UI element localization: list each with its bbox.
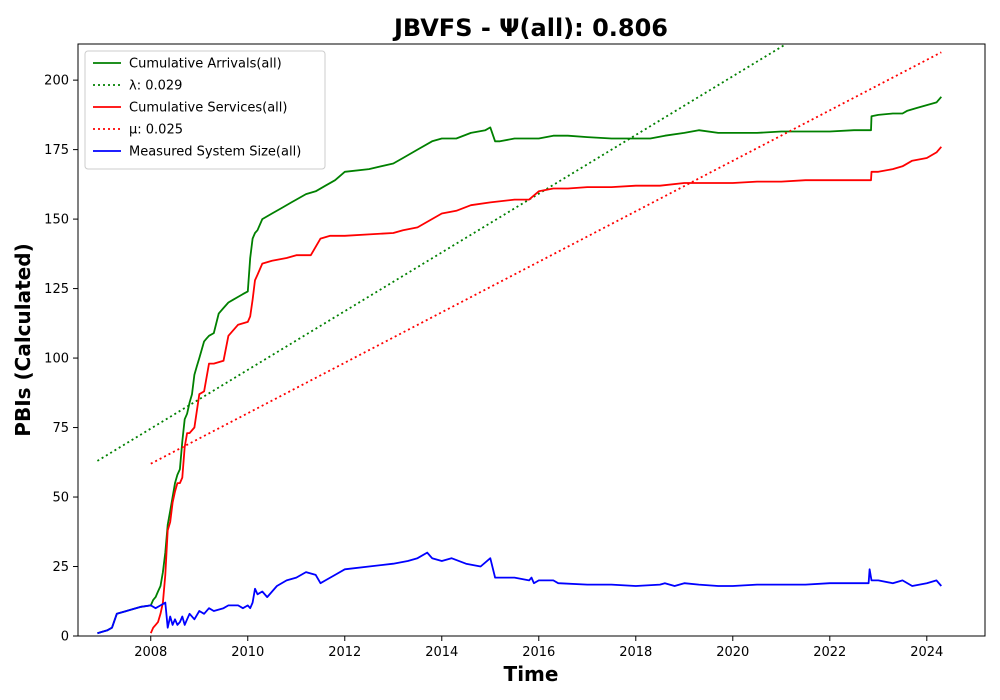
x-tick-label: 2020	[716, 645, 749, 660]
axis-ticks: 2008 2010 2012 2014 2016 2018 2020 2022 2024 0 25 5…	[44, 74, 943, 660]
legend-box	[84, 50, 326, 170]
legend: Cumulative Arrivals(all) λ: 0.029 Cumulati…	[84, 50, 326, 170]
series-line-1	[96, 44, 787, 462]
legend-entry: Cumulative Arrivals(all)	[129, 57, 282, 72]
x-tick-label: 2014	[425, 645, 458, 660]
plot-frame	[77, 43, 986, 637]
series-line-4	[97, 551, 942, 635]
legend-entry: λ: 0.029	[129, 79, 182, 94]
y-tick-label: 50	[52, 491, 69, 506]
series-line-2	[149, 146, 942, 634]
legend-entry: Measured System Size(all)	[129, 145, 301, 160]
legend-entry: μ: 0.025	[129, 123, 183, 138]
x-tick-label: 2024	[910, 645, 943, 660]
y-tick-label: 175	[44, 143, 69, 158]
x-tick-label: 2022	[813, 645, 846, 660]
legend-entry: Cumulative Services(all)	[129, 101, 287, 116]
x-tick-label: 2018	[619, 645, 652, 660]
x-axis-label: Time	[504, 662, 559, 686]
y-tick-label: 0	[61, 630, 69, 645]
series-line-3	[150, 51, 942, 465]
x-tick-label: 2016	[522, 645, 555, 660]
y-tick-label: 150	[44, 213, 69, 228]
chart-title: JBVFS - Ψ(all): 0.806	[392, 14, 668, 42]
y-tick-label: 200	[44, 74, 69, 89]
y-tick-label: 125	[44, 282, 69, 297]
y-axis-label: PBIs (Calculated)	[11, 243, 35, 436]
y-tick-label: 100	[44, 352, 69, 367]
y-tick-label: 75	[52, 421, 69, 436]
x-tick-label: 2012	[328, 645, 361, 660]
y-tick-label: 25	[52, 560, 69, 575]
series-line-0	[97, 96, 942, 635]
x-tick-label: 2008	[134, 645, 167, 660]
x-tick-label: 2010	[231, 645, 264, 660]
plot-area	[96, 44, 942, 635]
